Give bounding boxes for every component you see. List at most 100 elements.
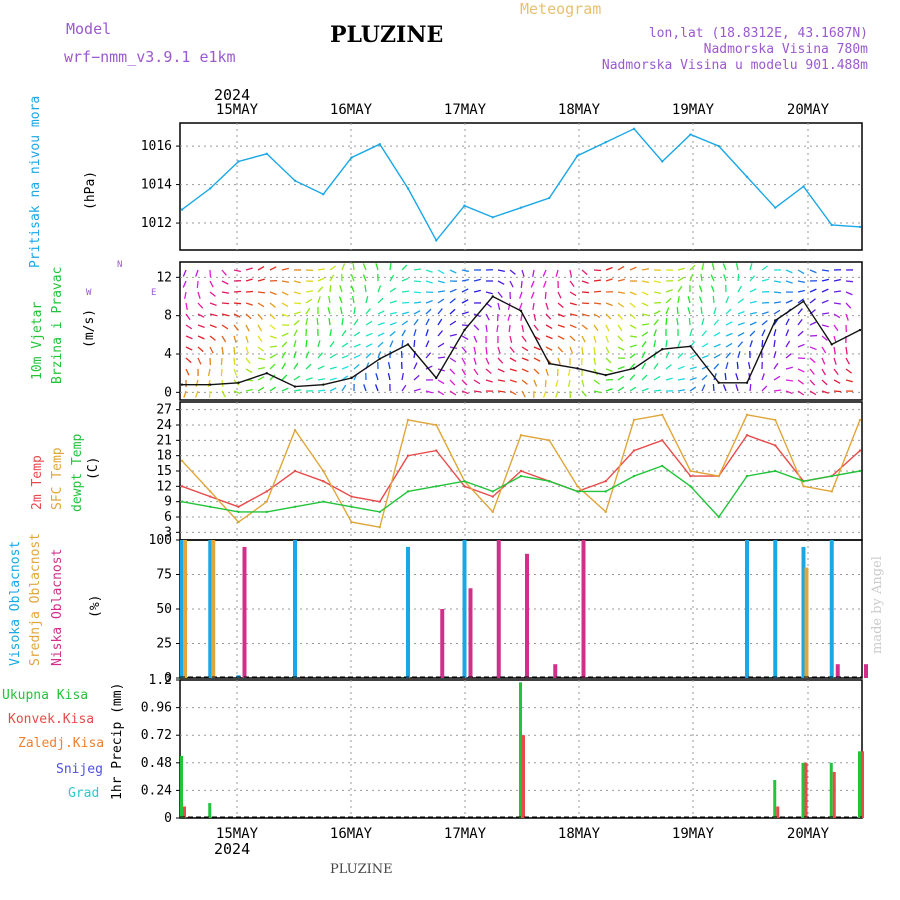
wind-arrow-92 [617,278,625,282]
wind-arrow-350 [353,331,361,337]
year-bottom: 2024 [214,840,251,858]
wind-arrow-402 [305,339,308,348]
wind-arrow-245 [437,308,443,315]
wind-arrow-79 [461,279,469,282]
wind-arrow-170 [209,302,217,307]
wind-arrow-581 [437,379,445,385]
wind-arrow-550 [736,361,739,370]
wind-arrow-371 [605,335,610,343]
wind-arrow-33 [581,269,588,276]
point-temperature-2-12 [519,474,523,478]
wind-arrow-454 [257,357,265,361]
wind-arrow-659 [701,384,706,392]
wind-arrow-604 [713,373,717,381]
wind-arrow-606 [735,373,739,381]
wind-arrow-158 [737,285,743,293]
wind-arrow-41 [677,267,685,271]
wind-arrow-409 [389,340,394,348]
bar-cloud_cover-2-2 [242,546,247,678]
wind-arrow-432 [665,339,668,348]
point-temperature-1-19 [717,474,720,478]
point-temperature-2-8 [406,490,410,493]
wind-arrow-603 [701,374,708,381]
wind-arrow-187 [413,301,422,304]
wind-arrow-616 [183,390,187,398]
wind-arrow-639 [461,390,469,395]
wind-arrow-211 [698,296,703,304]
wind-arrow-513 [293,362,299,370]
wind-arrow-286 [257,324,263,332]
footer-title: PLUZINE [330,862,393,877]
wind-arrow-51 [797,269,805,275]
wind-arrow-332 [809,321,817,326]
wind-arrow-179 [317,296,321,304]
wind-arrow-523 [413,362,418,370]
wind-arrow-449 [197,357,202,365]
wind-arrow-316 [617,324,623,332]
bar-precipitation-0-0 [180,755,183,818]
wind-arrow-662 [735,384,739,392]
model-name: wrf−nmm_v3.9.1 e1km [64,48,236,66]
wind-arrow-500 [809,357,816,364]
wind-arrow-317 [629,324,637,330]
bar-cloud_cover-0-1 [208,540,213,678]
wind-arrow-534 [545,368,549,376]
wind-arrow-384 [761,329,766,337]
point-temperature-2-7 [378,510,381,514]
wind-arrow-88 [569,280,575,288]
wind-arrow-119 [269,291,277,296]
wind-arrow-228 [233,313,241,318]
wind-arrow-330 [785,318,790,326]
wind-arrow-177 [293,302,302,305]
wind-arrow-0 [182,269,187,277]
point-temperature-2-6 [350,505,353,508]
wind-arrow-97 [677,276,685,282]
ytick-label-3-3: 75 [156,568,172,583]
wind-arrow-143 [557,291,562,299]
wind-arrow-649 [581,390,587,397]
wind-arrow-27 [509,269,516,275]
point-temperature-0-6 [350,495,353,498]
point-temperature-1-23 [830,490,833,493]
wind-arrow-290 [305,318,309,326]
point-wind-0-4 [293,385,297,388]
wind-arrow-576 [375,373,379,381]
wind-arrow-140 [519,291,523,299]
wind-arrow-59 [221,280,229,285]
point-wind-0-12 [519,309,523,313]
point-temperature-0-17 [661,439,664,442]
wind-arrow-324 [713,319,720,326]
point-pressure-0-10 [463,204,466,207]
point-temperature-0-24 [858,449,862,452]
wind-arrow-661 [722,384,727,392]
point-temperature-1-4 [293,428,297,432]
wind-arrow-372 [617,335,624,342]
wind-arrow-159 [749,288,757,293]
wind-arrow-559 [845,368,853,374]
point-wind-0-19 [717,381,720,384]
wind-arrow-20 [425,269,433,273]
wind-arrow-30 [542,269,547,277]
wind-arrow-557 [821,368,827,376]
wind-arrow-174 [257,302,265,308]
wind-arrow-323 [701,318,705,326]
wind-arrow-658 [689,386,697,392]
point-temperature-2-13 [548,480,551,483]
wind-arrow-456 [281,351,287,359]
wind-arrow-422 [545,346,553,351]
wind-arrow-237 [339,307,343,315]
wind-arrow-222 [833,302,842,305]
wind-arrow-458 [305,351,310,359]
wind-arrow-469 [437,356,446,359]
wind-arrow-26 [497,269,505,273]
wind-arrow-17 [389,262,392,271]
point-temperature-0-9 [435,449,438,452]
wind-arrow-594 [593,379,601,385]
wind-arrow-340 [233,335,237,343]
wind-arrow-307 [508,324,511,333]
wind-arrow-261 [629,313,636,320]
wind-arrow-631 [363,384,367,392]
wind-arrow-300 [425,318,430,326]
wind-arrow-124 [329,284,332,293]
wind-arrow-341 [245,335,249,343]
